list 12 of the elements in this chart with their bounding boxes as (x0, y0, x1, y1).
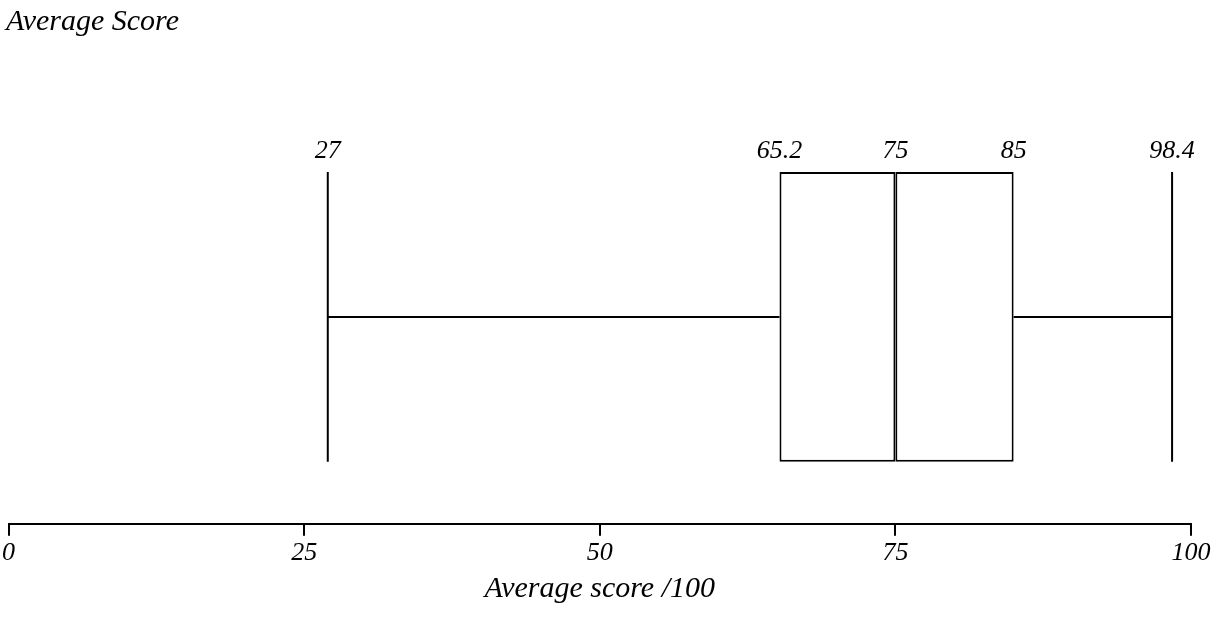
text: 75 (882, 134, 909, 164)
x-axis-title: Average score /100 (482, 569, 715, 603)
x-tick-label: 0 (2, 537, 15, 567)
x-tick-label: 25 (291, 537, 318, 567)
text: 65.2 (756, 134, 803, 164)
text: 85 (1000, 134, 1027, 164)
text: 27 (314, 134, 342, 164)
x-tick-label: 100 (1171, 537, 1211, 567)
x-tick-label: 75 (882, 537, 909, 567)
chart-title: Average Score (4, 2, 179, 36)
x-tick-label: 50 (586, 537, 613, 567)
text: 98.4 (1149, 134, 1195, 164)
